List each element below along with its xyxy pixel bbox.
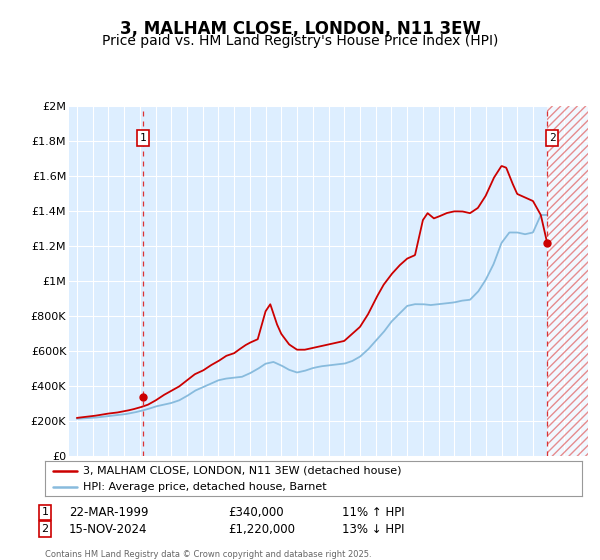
Text: 3, MALHAM CLOSE, LONDON, N11 3EW (detached house): 3, MALHAM CLOSE, LONDON, N11 3EW (detach…	[83, 465, 401, 475]
Text: 1: 1	[140, 133, 146, 143]
Text: Price paid vs. HM Land Registry's House Price Index (HPI): Price paid vs. HM Land Registry's House …	[102, 34, 498, 48]
Text: 11% ↑ HPI: 11% ↑ HPI	[342, 506, 404, 519]
Text: 3, MALHAM CLOSE, LONDON, N11 3EW: 3, MALHAM CLOSE, LONDON, N11 3EW	[119, 20, 481, 38]
Bar	[547, 106, 588, 456]
Text: 1: 1	[41, 507, 49, 517]
Text: 13% ↓ HPI: 13% ↓ HPI	[342, 522, 404, 536]
Text: 2: 2	[549, 133, 556, 143]
Text: HPI: Average price, detached house, Barnet: HPI: Average price, detached house, Barn…	[83, 482, 326, 492]
Text: £1,220,000: £1,220,000	[228, 522, 295, 536]
Text: 15-NOV-2024: 15-NOV-2024	[69, 522, 148, 536]
Text: £340,000: £340,000	[228, 506, 284, 519]
Text: 2: 2	[41, 524, 49, 534]
Text: 22-MAR-1999: 22-MAR-1999	[69, 506, 149, 519]
Text: Contains HM Land Registry data © Crown copyright and database right 2025.
This d: Contains HM Land Registry data © Crown c…	[45, 550, 371, 560]
